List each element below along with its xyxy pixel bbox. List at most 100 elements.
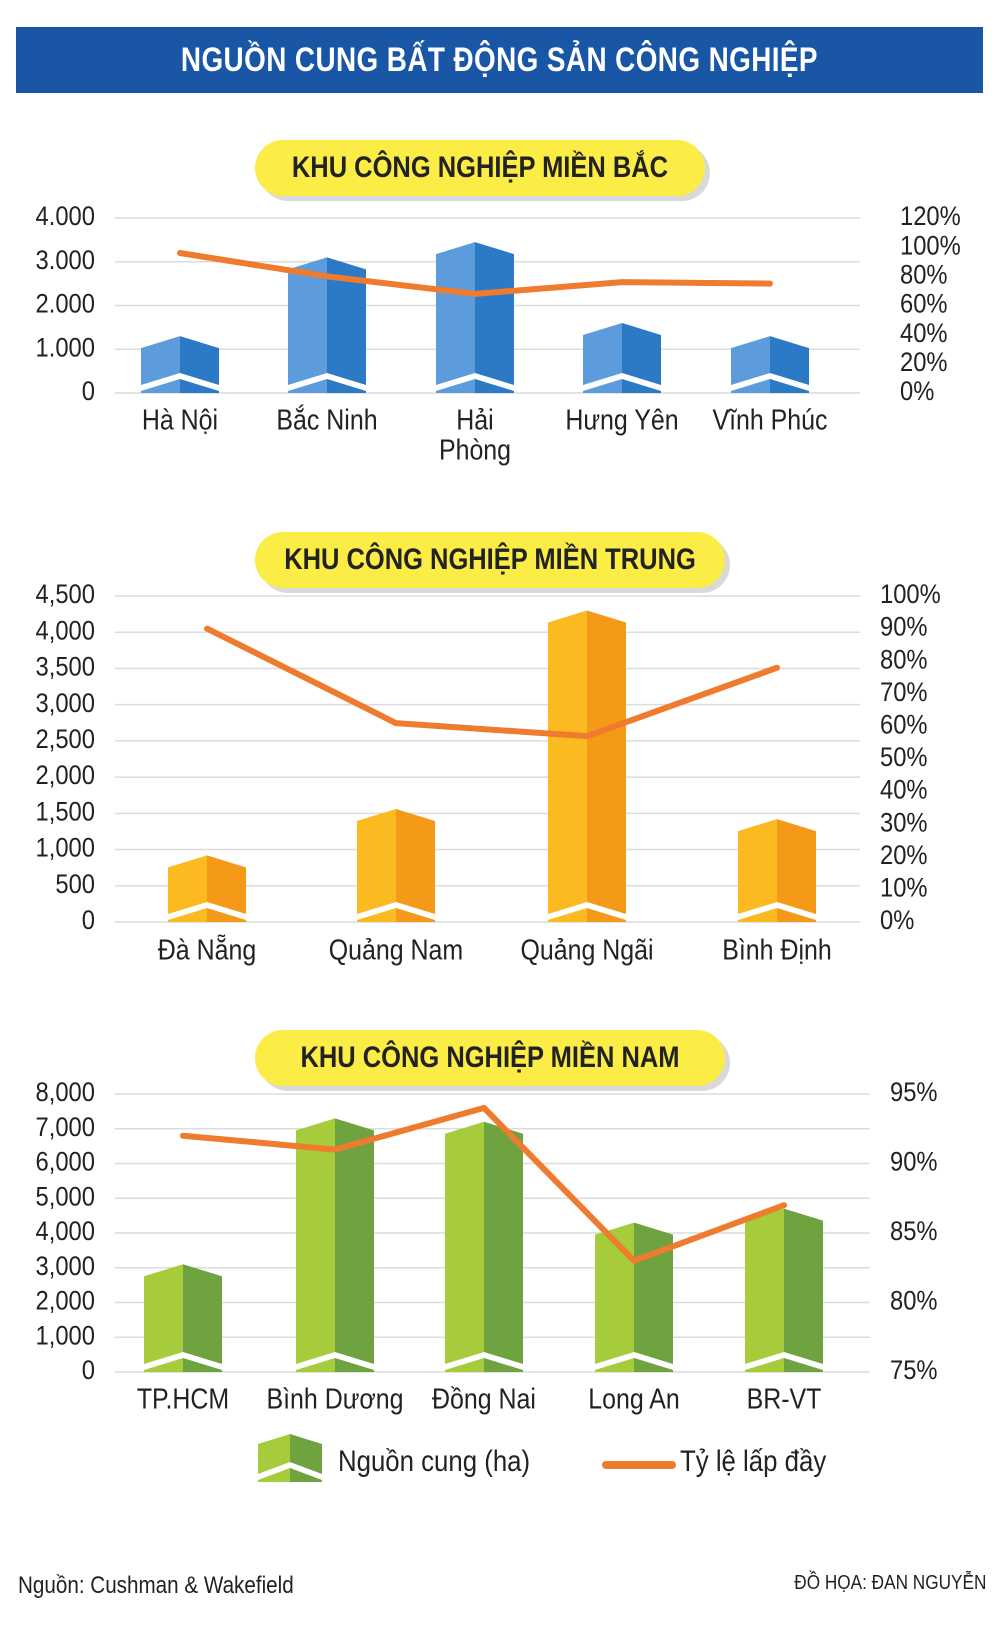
bar-face-left [144,1264,183,1372]
x-category-label: Vĩnh Phúc [712,404,827,436]
bar-face-right [396,808,435,922]
bar-base-chevron [168,902,246,920]
legend-bar-label: Nguồn cung (ha) [338,1444,530,1477]
bar-base-chevron [738,902,816,920]
bar-face-right [475,242,514,393]
y2-tick-label: 75% [890,1356,938,1386]
bar [357,808,435,922]
bar [144,1264,222,1372]
y-tick-label: 2,000 [36,1286,95,1316]
y-tick-label: 3,500 [36,652,95,682]
chart-south: KHU CÔNG NGHIỆP MIỀN NAM 0 1,000 2,000 3,000… [36,1030,938,1415]
bar-base-chevron [445,1352,523,1370]
x-category-label: Bình Dương [267,1383,404,1415]
x-category-label: Quảng Nam [329,934,463,966]
x-category-label: TP.HCM [137,1383,229,1415]
bar-base-chevron [548,902,626,920]
bar-face-left [595,1222,634,1372]
y2-tick-label: 90% [890,1147,938,1177]
y-tick-label: 4.000 [36,202,95,232]
bar-face-right [335,1118,374,1372]
source-note: Nguồn: Cushman & Wakefield [18,1572,294,1599]
bar-face-left [357,808,396,922]
y2-tick-label: 70% [880,678,928,708]
bar-face-right [622,323,661,393]
bar [296,1118,374,1372]
x-category-label: Hà Nội [142,404,218,436]
bar-face-left [583,323,622,393]
bar-face-right [484,1121,523,1372]
y2-tick-label: 0% [880,906,914,936]
bar-base-chevron [583,373,661,391]
bar-base-chevron [436,373,514,391]
y-tick-label: 2,000 [36,761,95,791]
bar [548,610,626,922]
bar-face-right [784,1208,823,1372]
y2-tick-label: 60% [880,710,928,740]
y-tick-label: 0 [82,377,95,407]
y2-tick-label: 0% [900,377,934,407]
title-pill [255,1030,725,1086]
y2-tick-label: 80% [900,260,948,290]
bar [141,336,219,393]
y-tick-label: 2.000 [36,289,95,319]
x-category-label: BR-VT [747,1383,822,1415]
y-tick-label: 8,000 [36,1078,95,1108]
y-tick-label: 0 [82,906,95,936]
y2-tick-label: 10% [880,873,928,903]
x-category-label: Phòng [439,434,511,466]
bar [445,1121,523,1372]
y-tick-label: 7,000 [36,1113,95,1143]
bar-face-right [183,1264,222,1372]
y-tick-label: 2,500 [36,725,95,755]
y2-tick-label: 30% [880,808,928,838]
bar-face-left [296,1118,335,1372]
page-title: NGUỒN CUNG BẤT ĐỘNG SẢN CÔNG NGHIỆP [180,40,819,79]
y-tick-label: 1.000 [36,333,95,363]
y-tick-label: 4,500 [36,580,95,610]
bar-base-chevron [745,1352,823,1370]
credit-note: ĐỒ HỌA: ĐAN NGUYỄN [793,1572,986,1594]
bar [731,336,809,393]
y-tick-label: 0 [82,1356,95,1386]
legend-bar-swatch [258,1434,322,1482]
y-tick-label: 3,000 [36,688,95,718]
title-pill [255,140,705,196]
x-category-label: Hải [456,404,493,436]
y-tick-label: 3.000 [36,246,95,276]
legend: Nguồn cung (ha) Tỷ lệ lấp đầy [258,1434,826,1482]
y-tick-label: 6,000 [36,1147,95,1177]
occupancy-line [204,625,780,740]
bar-base-chevron [141,373,219,391]
bar-face-left [548,610,587,922]
chart-north: KHU CÔNG NGHIỆP MIỀN BẮC 0 1.000 2.000 3.000… [36,140,961,466]
bar-face-left [436,242,475,393]
chart-central: KHU CÔNG NGHIỆP MIỀN TRUNG 0 500 1,000 1,500… [36,532,941,966]
y-tick-label: 3,000 [36,1252,95,1282]
bar-face-right [587,610,626,922]
bar-base-chevron [357,902,435,920]
y2-tick-label: 40% [900,318,948,348]
bar-base-chevron [144,1352,222,1370]
chart-title: KHU CÔNG NGHIỆP MIỀN BẮC [292,149,668,183]
legend-line-label: Tỷ lệ lấp đầy [680,1444,826,1477]
x-category-label: Bắc Ninh [276,403,377,436]
y2-tick-label: 95% [890,1078,938,1108]
y2-tick-label: 20% [880,841,928,871]
legend-swatch-chevron [258,1462,322,1480]
y-tick-label: 1,500 [36,797,95,827]
y2-tick-label: 80% [880,645,928,675]
header-bar: NGUỒN CUNG BẤT ĐỘNG SẢN CÔNG NGHIỆP [16,27,983,93]
y2-tick-label: 120% [900,202,961,232]
x-category-label: Long An [588,1383,679,1415]
y-tick-label: 1,000 [36,833,95,863]
bar-face-right [327,257,366,393]
y2-tick-label: 60% [900,289,948,319]
bar [436,242,514,393]
y-tick-label: 500 [55,870,95,900]
y2-tick-label: 50% [880,743,928,773]
bar [745,1208,823,1372]
bar-face-left [445,1121,484,1372]
bar-face-left [288,257,327,393]
